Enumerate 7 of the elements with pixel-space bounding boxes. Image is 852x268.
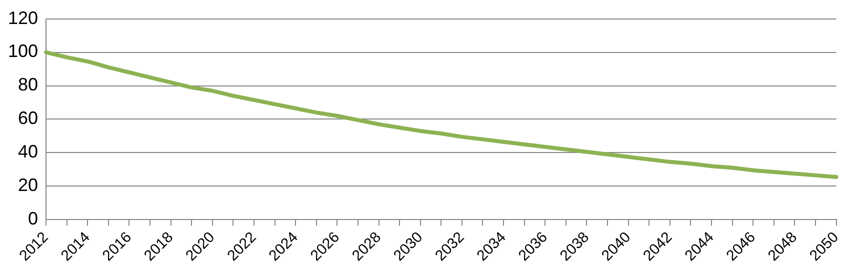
y-tick-label: 0	[28, 208, 38, 229]
y-tick-label: 60	[18, 108, 38, 128]
y-tick-label: 100	[8, 41, 38, 62]
y-tick-label: 80	[18, 74, 38, 95]
y-tick-label: 40	[18, 142, 38, 162]
y-tick-label: 20	[18, 175, 38, 196]
y-tick-label: 120	[8, 8, 38, 28]
